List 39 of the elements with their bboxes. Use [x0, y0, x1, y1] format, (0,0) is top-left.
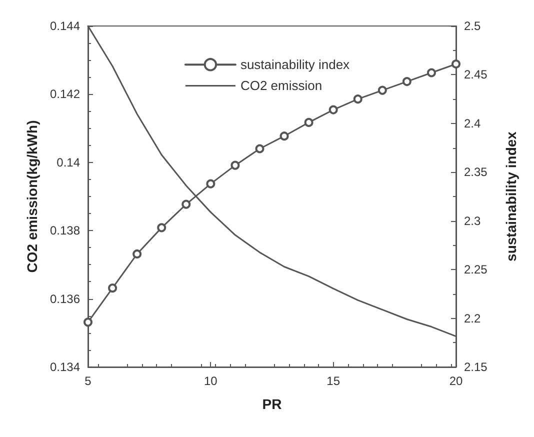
legend-label: sustainability index	[240, 57, 350, 72]
y2-tick-label: 2.4	[464, 116, 482, 130]
y2-axis-title: sustainability index	[503, 131, 519, 262]
point	[108, 284, 118, 293]
point	[426, 68, 436, 78]
x-tick-label: 20	[449, 374, 463, 388]
y2-tick-label: 2.5	[464, 19, 482, 33]
y-axis-title: CO2 emission(kg/kWh)	[24, 120, 40, 273]
point	[378, 86, 387, 95]
x-tick-label: 15	[326, 374, 340, 388]
y-tick-label: 0.14	[56, 155, 80, 170]
x-axis-title: PR	[262, 396, 282, 412]
y-tick-label: 0.138	[50, 224, 80, 238]
x-tick-label: 10	[204, 374, 218, 388]
point	[280, 132, 289, 141]
y-tick-label: 0.134	[50, 360, 80, 374]
point	[304, 118, 314, 127]
point	[157, 223, 166, 232]
y-tick-label: 0.144	[50, 19, 80, 33]
y2-tick-label: 2.25	[464, 262, 488, 277]
point	[255, 144, 264, 154]
y2-tick-label: 2.3	[464, 214, 482, 228]
y-tick-label: 0.136	[50, 292, 80, 306]
point	[132, 249, 142, 258]
x-tick-label: 5	[84, 374, 92, 388]
point	[84, 318, 92, 327]
y2-tick-label: 2.15	[464, 360, 488, 374]
point	[353, 94, 362, 104]
y2-tick-label: 2.2	[464, 311, 482, 326]
point	[452, 60, 460, 68]
y2-tick-label: 2.35	[464, 165, 488, 180]
point	[230, 160, 240, 170]
y-tick-label: 0.142	[50, 87, 80, 102]
point	[328, 105, 338, 114]
y2-tick-label: 2.45	[464, 68, 488, 82]
point	[402, 77, 412, 86]
legend-label: CO2 emission	[240, 78, 322, 94]
point	[182, 200, 191, 209]
point	[206, 179, 216, 188]
